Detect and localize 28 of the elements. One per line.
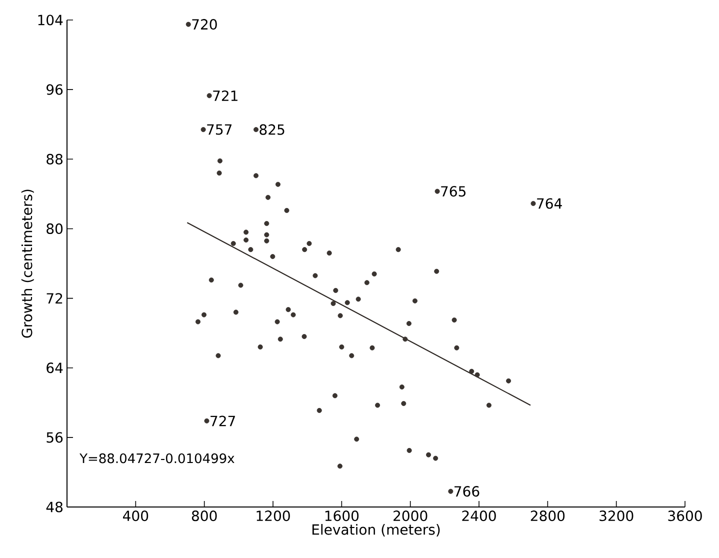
x-tick-label: 3600 [668,510,702,522]
annotation: 757 [207,124,232,135]
annotation: Y=88.04727-0.010499x [80,453,234,464]
y-tick-label: 56 [46,432,63,443]
y-tick-label: 72 [46,293,62,304]
x-tick-label: 400 [123,510,148,522]
annotation: 720 [192,19,217,30]
y-axis-title: Growth (centimeters) [21,190,34,338]
y-tick-label: 104 [38,14,63,26]
annotation: 721 [213,90,238,101]
y-tick-label: 80 [46,223,63,234]
annotation: 766 [454,486,480,497]
x-tick-label: 3200 [600,510,634,522]
x-tick-label: 2400 [462,510,496,522]
x-tick-label: 2800 [530,510,565,522]
annotation: 764 [537,198,562,209]
x-tick-label: 2000 [394,510,428,522]
x-tick-label: 1200 [256,510,290,522]
annotation: 727 [210,416,235,426]
y-tick-label: 64 [46,362,63,374]
x-tick-label: 800 [192,510,217,522]
annotation: 765 [441,186,466,197]
x-tick-label: 1600 [325,510,359,522]
y-tick-label: 48 [46,502,63,512]
y-tick-label: 88 [46,154,63,164]
y-tick-label: 96 [46,84,63,95]
annotation: 825 [260,124,284,135]
x-axis-title: Elevation (meters) [312,524,440,536]
